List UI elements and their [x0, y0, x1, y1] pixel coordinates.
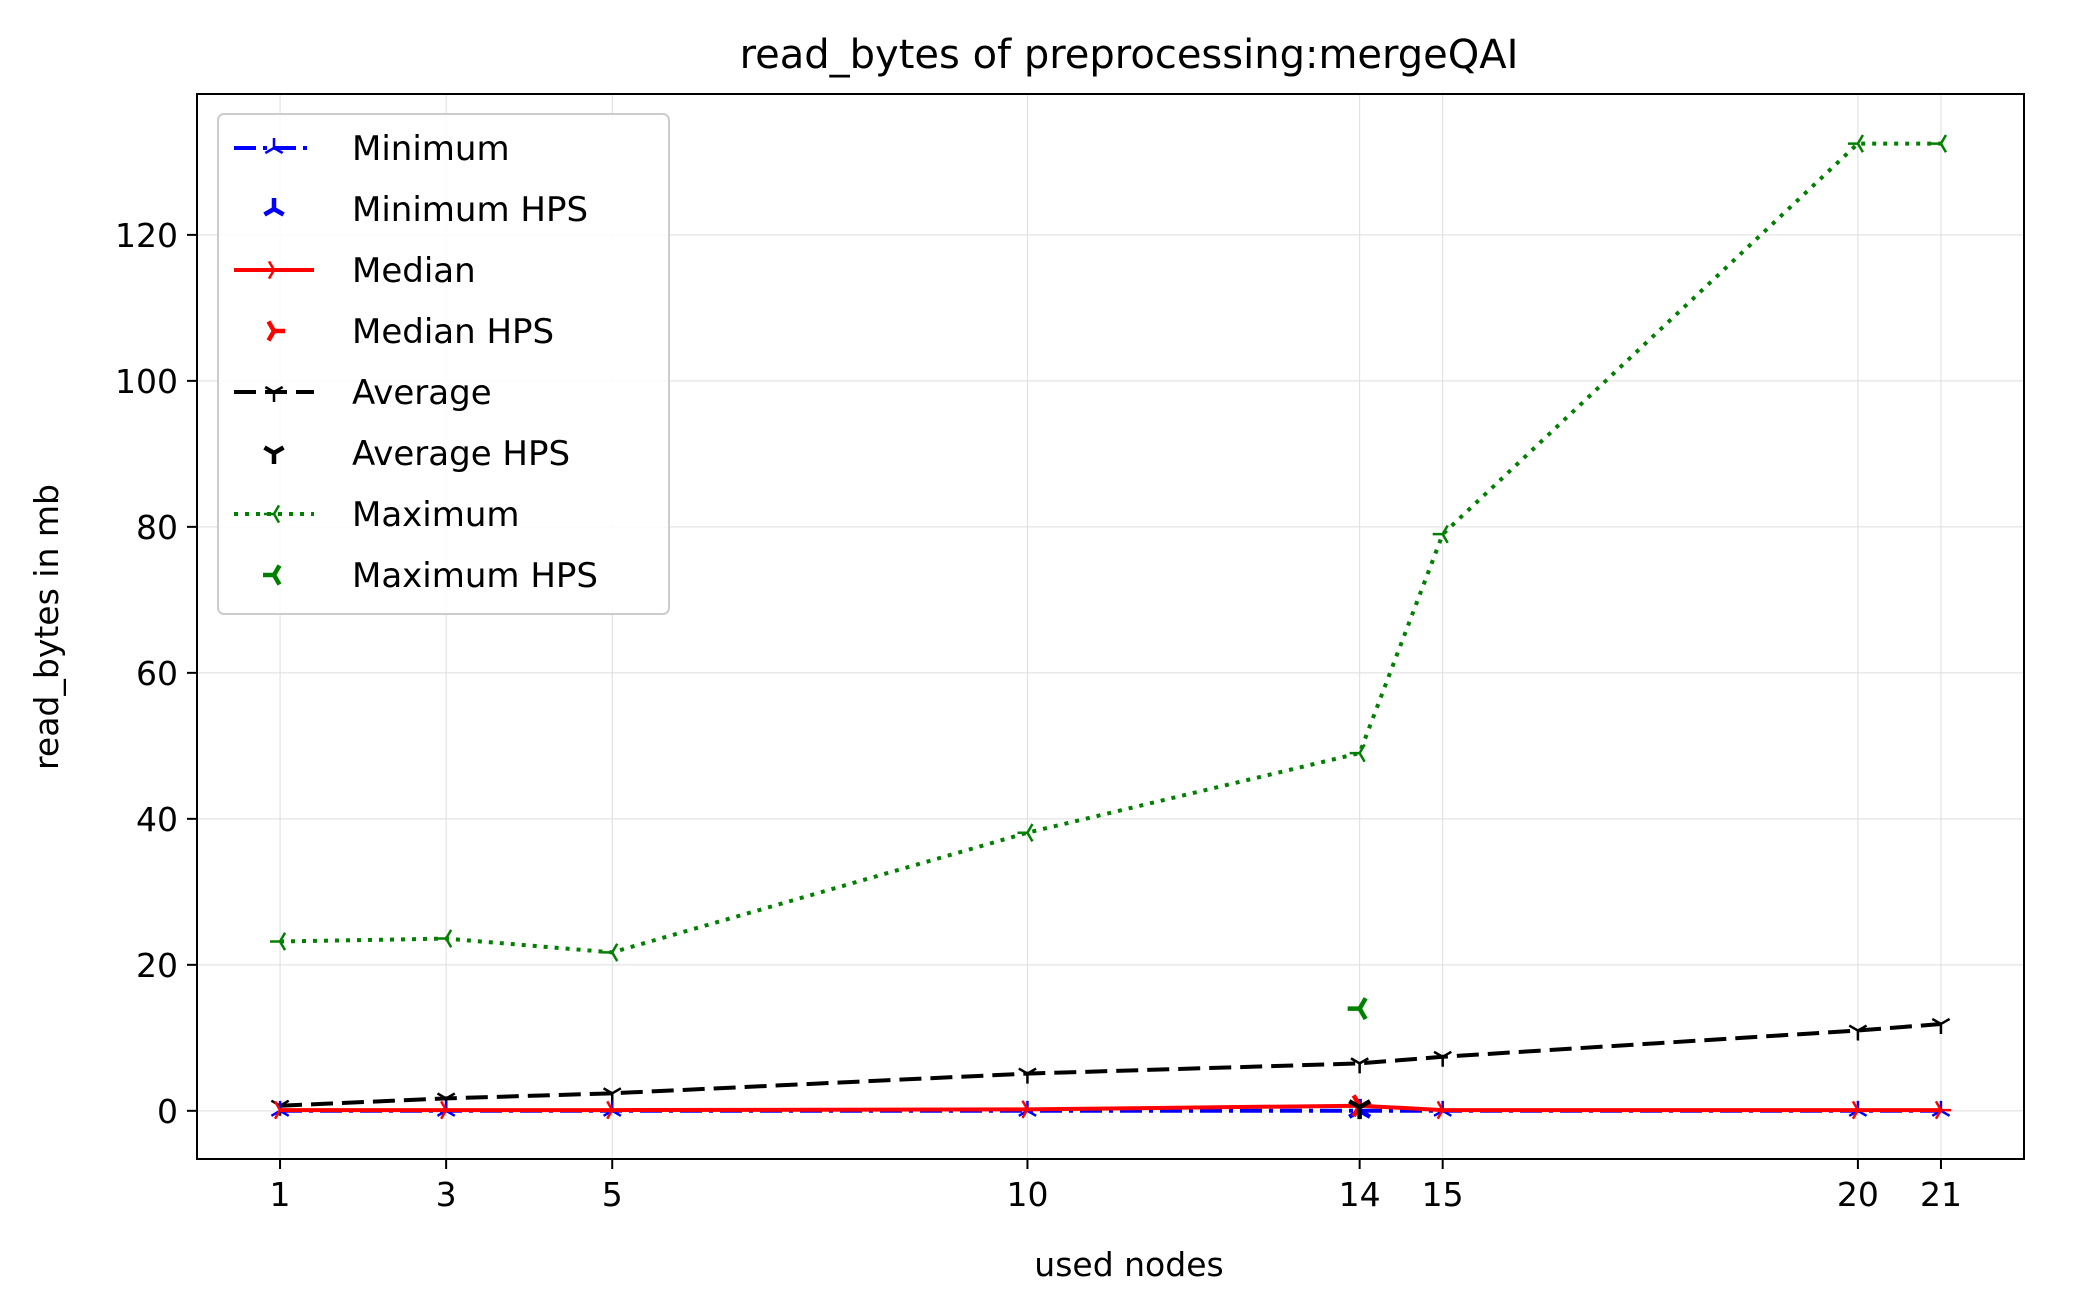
legend-marker-maximum — [264, 504, 281, 524]
y-tick-label: 60 — [136, 654, 178, 693]
legend-label-average: Average — [352, 373, 492, 413]
data-point-maximum — [1349, 743, 1366, 763]
data-point-median — [1021, 1100, 1038, 1119]
y-tick-label: 20 — [136, 946, 178, 985]
legend-label-average-hps: Average HPS — [352, 434, 570, 474]
data-point-average — [1931, 1017, 1951, 1034]
y-tick-label: 0 — [157, 1092, 178, 1131]
y-tick-label: 80 — [136, 508, 178, 547]
data-point-maximum — [270, 932, 287, 951]
data-point-median — [440, 1100, 457, 1120]
plot-frame — [196, 93, 2025, 1160]
chart-title: read_bytes of preprocessing:mergeQAI — [740, 32, 1519, 78]
hps-point-maximum-hps — [1347, 997, 1368, 1021]
x-tick-label: 14 — [1339, 1175, 1381, 1214]
x-tick-label: 1 — [270, 1175, 291, 1214]
y-tick-label: 40 — [136, 800, 178, 839]
legend-marker-minimum — [264, 138, 284, 155]
x-tick-label: 20 — [1837, 1175, 1879, 1214]
x-tick-label: 21 — [1920, 1175, 1962, 1214]
y-axis-label: read_bytes in mb — [27, 484, 66, 770]
data-point-average — [1433, 1050, 1452, 1067]
data-point-maximum — [1930, 134, 1948, 153]
data-point-average — [1018, 1067, 1037, 1084]
data-point-median — [1436, 1100, 1453, 1120]
legend-box — [217, 113, 670, 615]
legend-label-median-hps: Median HPS — [352, 312, 554, 352]
data-point-maximum — [436, 929, 453, 948]
legend-marker-minimum-hps — [263, 198, 285, 217]
y-tick-label: 120 — [115, 216, 178, 255]
legend-label-maximum: Maximum — [352, 495, 520, 535]
x-tick-label: 10 — [1006, 1175, 1048, 1214]
legend-label-median: Median — [352, 251, 476, 291]
series-line-maximum — [279, 141, 1941, 955]
data-point-median — [1934, 1100, 1951, 1120]
legend-label-minimum-hps: Minimum HPS — [352, 190, 588, 230]
legend: Minimum Minimum HPS Median Median HPS Averag… — [217, 113, 670, 615]
data-point-maximum — [1847, 134, 1864, 153]
data-point-median — [273, 1100, 291, 1120]
y-tick-label: 100 — [115, 362, 178, 401]
legend-marker-average-hps — [263, 445, 285, 464]
data-point-maximum — [1017, 823, 1034, 842]
data-point-median — [606, 1100, 623, 1120]
legend-label-maximum-hps: Maximum HPS — [352, 556, 598, 596]
series-line-median — [280, 1103, 1941, 1113]
x-tick-label: 15 — [1422, 1175, 1464, 1214]
legend-marker-median-hps — [266, 320, 285, 342]
legend-marker-median — [267, 260, 284, 280]
axis-ticks: 1 3 5 10 14 15 20 21 0 20 40 60 80 100 120 — [115, 216, 1962, 1214]
x-tick-label: 3 — [436, 1175, 457, 1214]
legend-marker-average — [264, 385, 284, 402]
series-group — [270, 134, 1951, 1120]
data-point-average — [1848, 1024, 1868, 1041]
legend-marker-maximum-hps — [263, 564, 282, 586]
series-line-average — [279, 1022, 1942, 1108]
x-axis-label: used nodes — [1034, 1245, 1223, 1284]
data-point-median — [1851, 1100, 1868, 1120]
x-tick-label: 5 — [602, 1175, 623, 1214]
data-point-average — [1350, 1057, 1369, 1074]
hps-point-average-hps — [1348, 1099, 1372, 1120]
data-point-maximum — [602, 943, 619, 962]
data-point-maximum — [1432, 524, 1449, 544]
legend-label-minimum: Minimum — [352, 129, 510, 169]
